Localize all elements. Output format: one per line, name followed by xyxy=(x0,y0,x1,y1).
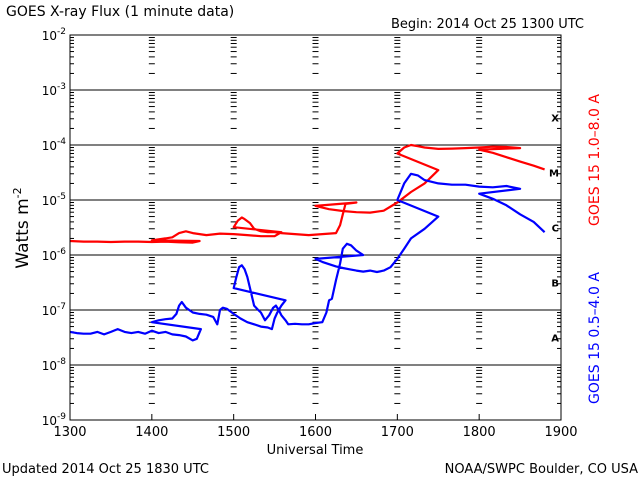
x-axis-label: Universal Time xyxy=(267,443,364,458)
y-ticks: 10-9 10-8 10-7 10-6 10-5 10-4 10-3 10-2 xyxy=(42,27,67,428)
flare-class-label: M xyxy=(549,169,559,180)
minor-ticks xyxy=(70,37,561,404)
gridlines xyxy=(70,89,561,366)
flare-class-label: X xyxy=(551,114,559,125)
footer-updated: Updated 2014 Oct 25 1830 UTC xyxy=(2,462,209,477)
chart-title: GOES X-ray Flux (1 minute data) xyxy=(6,4,234,20)
y-tick-label: 10-7 xyxy=(42,302,66,318)
x-ticks: 1300 1400 1500 1600 1700 1800 1900 xyxy=(53,414,578,440)
x-tick-label: 1600 xyxy=(299,425,332,440)
y-tick-label: 10-6 xyxy=(42,247,67,263)
flare-class-label: B xyxy=(551,279,559,290)
y-tick-label: 10-2 xyxy=(42,27,66,43)
x-tick-label: 1900 xyxy=(544,425,577,440)
x-tick-label: 1400 xyxy=(135,425,168,440)
y-axis-label: Watts m-2 xyxy=(11,187,33,268)
series-layer xyxy=(69,143,546,342)
x-tick-label: 1300 xyxy=(53,425,86,440)
legend: GOES 15 1.0–8.0 A GOES 15 0.5–4.0 A xyxy=(587,94,603,404)
legend-entry-2: GOES 15 0.5–4.0 A xyxy=(587,272,603,404)
x-tick-label: 1700 xyxy=(381,425,414,440)
y-tick-label: 10-4 xyxy=(42,137,67,153)
footer-credit: NOAA/SWPC Boulder, CO USA xyxy=(445,462,638,477)
flare-class-label: C xyxy=(552,224,559,235)
begin-label: Begin: 2014 Oct 25 1300 UTC xyxy=(391,17,584,32)
y-tick-label: 10-8 xyxy=(42,357,67,373)
y-tick-label: 10-5 xyxy=(42,192,66,208)
y-tick-label: 10-3 xyxy=(42,82,66,98)
y-tick-label: 10-9 xyxy=(42,412,67,428)
flare-class-label: A xyxy=(551,334,559,345)
x-tick-label: 1500 xyxy=(217,425,250,440)
x-tick-label: 1800 xyxy=(463,425,496,440)
legend-entry-1: GOES 15 1.0–8.0 A xyxy=(587,94,603,226)
series-line-1 xyxy=(69,143,545,244)
flare-class-labels: A B C M X xyxy=(549,114,559,345)
series-line-2 xyxy=(69,172,546,342)
